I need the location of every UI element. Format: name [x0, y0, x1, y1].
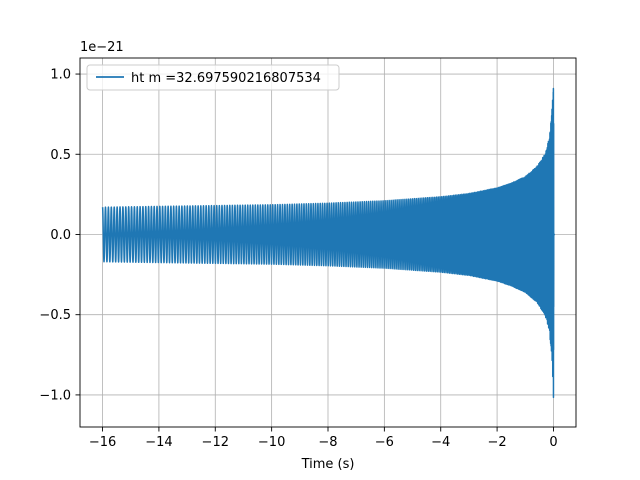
x-tick-label: −14 — [145, 435, 172, 450]
x-tick-label: −16 — [89, 435, 116, 450]
legend-box — [86, 64, 340, 91]
x-tick-label: −12 — [202, 435, 229, 450]
series-layer — [101, 87, 556, 399]
legend: ht m =32.697590216807534 — [86, 64, 340, 91]
x-tick-label: −6 — [375, 435, 394, 450]
ticks: −16 −14 −12 −10 −8 −6 −4 −2 0 −1.0 −0.5 0.0 0.5 1.0 — [39, 68, 557, 450]
x-tick-label: −2 — [488, 435, 507, 450]
x-tick-label: −4 — [431, 435, 450, 450]
y-tick-label: −0.5 — [39, 308, 71, 323]
x-axis-label: Time (s) — [301, 457, 355, 472]
y-offset-label: 1e−21 — [80, 40, 124, 55]
y-tick-label: 0.5 — [50, 148, 71, 163]
x-tick-label: −10 — [258, 435, 285, 450]
series-line — [101, 87, 556, 399]
y-tick-label: −1.0 — [39, 388, 71, 403]
x-tick-label: 0 — [549, 435, 557, 450]
x-tick-label: −8 — [318, 435, 337, 450]
legend-entry: ht m =32.697590216807534 — [131, 71, 321, 86]
y-tick-label: 1.0 — [50, 68, 71, 83]
y-tick-label: 0.0 — [50, 228, 71, 243]
